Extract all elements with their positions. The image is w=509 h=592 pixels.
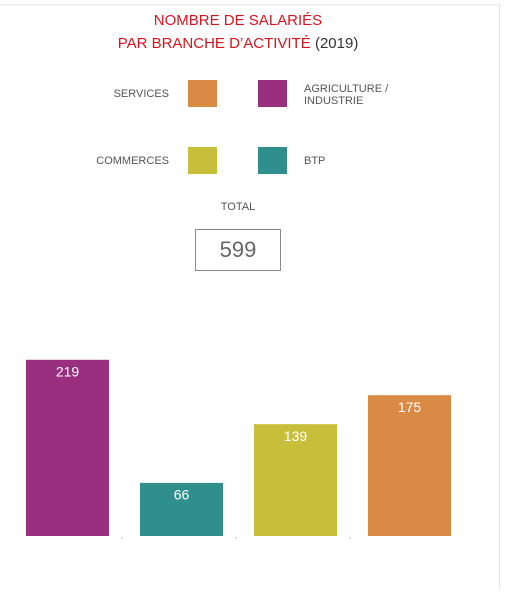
legend-label: AGRICULTURE / INDUSTRIE: [304, 83, 389, 107]
chart-title: NOMBRE DE SALARIÉS: [153, 12, 323, 29]
bar: [26, 359, 109, 536]
chart-subtitle: (2019): [314, 35, 359, 52]
total-value: 599: [195, 229, 281, 271]
bar: [254, 424, 337, 536]
bar: [368, 395, 451, 536]
legend-label: BTP: [304, 155, 326, 167]
value-label: 175: [398, 399, 422, 415]
value-label: 139: [284, 428, 308, 444]
total-label: TOTAL: [220, 201, 256, 213]
legend-label: SERVICES: [113, 88, 169, 100]
chart-title: PAR BRANCHE D’ACTIVITÉ (2019): [0, 35, 476, 52]
bar: [140, 482, 223, 536]
frame: [0, 4, 500, 590]
chart-title: PAR BRANCHE D’ACTIVITÉ: [117, 35, 311, 52]
legend-swatch: [188, 80, 217, 107]
legend-label: COMMERCES: [96, 155, 169, 167]
value-label: 66: [174, 487, 190, 503]
legend-swatch: [188, 147, 217, 174]
legend-swatch: [258, 80, 287, 107]
legend-swatch: [258, 147, 287, 174]
value-label: 219: [56, 364, 80, 380]
